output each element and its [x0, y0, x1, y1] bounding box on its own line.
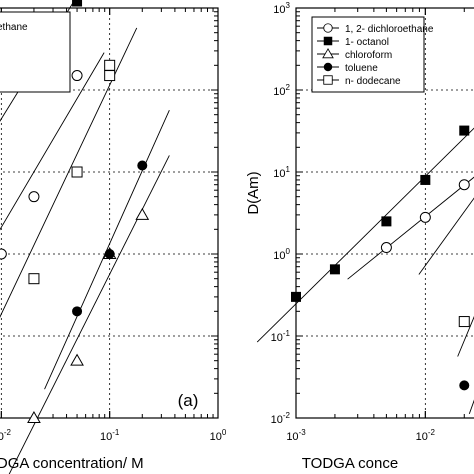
legend-entry-label: toluene	[345, 63, 378, 74]
legend-entry-label: 1, 2- dichloroethane	[345, 24, 434, 35]
y-tick-label: 100	[273, 247, 290, 262]
legend-marker	[323, 62, 333, 72]
data-point-2-0	[27, 410, 41, 423]
data-point-1-3	[71, 70, 83, 82]
legend-marker	[323, 23, 333, 33]
legend-marker	[323, 36, 333, 46]
fit-line-4	[0, 27, 138, 318]
data-point-4-1	[28, 273, 40, 285]
y-tick-label: 103	[273, 1, 290, 16]
data-point-1-1	[329, 264, 340, 275]
legend-marker-filled-circle	[323, 62, 333, 72]
data-point-0-1	[419, 211, 431, 223]
fit-line-1	[256, 127, 474, 343]
y-tick-label: 101	[273, 165, 290, 180]
data-point-4-3	[104, 59, 116, 71]
legend-marker-filled-square	[323, 36, 333, 46]
legend-entry-label: chloroform	[345, 50, 392, 61]
data-point-2-3	[135, 207, 150, 220]
y-tick-label: 10-1	[271, 329, 291, 344]
y-tick-label: 10-2	[271, 411, 291, 426]
data-point-4-2	[71, 166, 83, 178]
legend-box	[0, 11, 71, 93]
x-tick-label: 100	[210, 428, 227, 443]
data-point-4-4	[104, 70, 116, 82]
data-point-4-0	[458, 316, 470, 328]
data-point-3-0	[72, 306, 83, 317]
x-tick-label: 10-2	[416, 428, 436, 443]
data-point-1-1	[0, 248, 7, 260]
x-tick-label: 10-2	[0, 428, 12, 443]
data-point-3-0	[459, 380, 470, 391]
fit-line-partial	[418, 197, 474, 275]
y-axis-label: D(Am)	[245, 171, 262, 214]
data-point-0-3	[72, 0, 83, 7]
data-point-1-3	[420, 174, 431, 185]
data-point-1-0	[291, 291, 301, 302]
x-tick-label: 10-1	[100, 428, 120, 443]
legend-entry-label: 1- octanol	[345, 37, 389, 48]
legend-entry-label: ethane	[0, 22, 28, 33]
legend-marker-open-triangle	[322, 48, 334, 59]
chart-panel-b: 10-3 10-2 10-2 10-1 100 101 102 103 TODGA conce D…	[245, 1, 474, 472]
legend-entry-label: n- dodecane	[345, 76, 401, 87]
legend-marker	[322, 48, 334, 59]
x-axis-label: TODGA concentration/ M	[0, 455, 144, 472]
fit-line-1	[0, 52, 105, 231]
data-point-0-2	[458, 179, 470, 191]
y-tick-label: 102	[273, 83, 290, 98]
fit-line-0	[347, 176, 474, 280]
fit-line-2	[8, 155, 170, 474]
data-point-0-0	[380, 242, 392, 254]
data-point-3-1	[104, 249, 115, 259]
fit-line-partial	[468, 399, 474, 415]
legend-marker	[323, 75, 333, 85]
plot-frame	[295, 7, 474, 419]
legend-marker-open-circle	[323, 23, 333, 33]
chart-panel-a: 10-2 10-1 100 TODGA concentration/ M (a) etha…	[0, 0, 227, 474]
x-axis-label: TODGA conce	[302, 455, 398, 472]
data-point-2-1	[70, 353, 84, 366]
data-point-3-2	[137, 160, 148, 171]
panel-label: (a)	[178, 391, 199, 410]
data-point-1-4	[459, 125, 470, 136]
plot-frame	[0, 7, 219, 419]
legend-marker-open-square	[323, 75, 333, 85]
data-point-1-2	[28, 191, 40, 203]
data-point-1-2	[381, 216, 392, 227]
fit-line-3	[44, 109, 170, 390]
x-tick-label: 10-3	[286, 428, 306, 443]
